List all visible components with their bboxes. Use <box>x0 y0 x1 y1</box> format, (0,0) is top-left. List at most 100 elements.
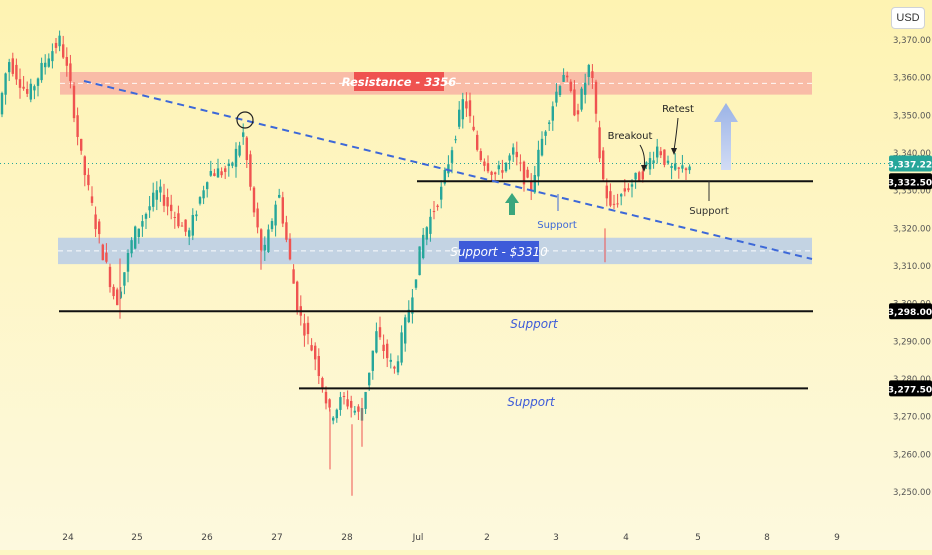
candle-body <box>540 138 544 156</box>
candle-body <box>522 161 526 185</box>
candle-body <box>551 106 554 121</box>
support-label-3332: Support <box>689 206 729 217</box>
y-tick-label: 3,250.00 <box>893 488 931 498</box>
candle-body <box>594 81 598 114</box>
candle-body <box>486 163 490 172</box>
candle-body <box>72 85 76 119</box>
candle-body <box>198 197 202 204</box>
candle-body <box>382 344 385 351</box>
candle-body <box>648 158 652 170</box>
candle-body <box>573 89 576 116</box>
candle-body <box>256 208 259 228</box>
y-tick-label: 3,340.00 <box>893 149 931 159</box>
candle-body <box>47 58 50 67</box>
support-zone-label: Support - $3310 <box>450 245 548 259</box>
candle-body <box>216 168 220 178</box>
candle-body <box>490 171 493 175</box>
candle-body <box>350 400 353 408</box>
candle-body <box>314 345 317 360</box>
candle-body <box>504 162 508 172</box>
candle-body <box>458 109 461 127</box>
candle-body <box>558 86 562 96</box>
candle-body <box>159 186 162 193</box>
candle-body <box>148 206 151 211</box>
candle-body <box>188 230 191 237</box>
candle-body <box>674 163 677 170</box>
candle-body <box>224 168 227 172</box>
candle-body <box>555 91 558 103</box>
price-tag-box <box>889 303 932 320</box>
x-tick-label: 4 <box>623 533 629 543</box>
candle-body <box>206 182 209 190</box>
candle-body <box>123 272 126 286</box>
candle-body <box>656 146 659 158</box>
candle-body <box>0 92 4 115</box>
price-tag-box <box>889 380 932 397</box>
candle-body <box>141 221 144 227</box>
candle-body <box>108 266 112 288</box>
x-tick-label: 24 <box>62 533 74 543</box>
candle-body <box>533 175 536 193</box>
candle-body <box>238 145 241 156</box>
candle-body <box>328 399 331 408</box>
candle-body <box>252 187 256 213</box>
candle-body <box>65 57 68 66</box>
support-zone-label-box <box>459 241 539 262</box>
candle-body <box>36 78 40 86</box>
candle-body <box>324 391 328 404</box>
breakout-pointer-head <box>641 165 647 172</box>
candle-body <box>285 222 288 240</box>
candle-body <box>44 62 47 68</box>
candle-body <box>213 173 216 177</box>
candle-body <box>180 225 184 227</box>
candle-body <box>119 291 122 298</box>
retest-pointer <box>673 117 679 151</box>
candle-body <box>94 214 97 230</box>
candle-body <box>562 74 565 82</box>
candle-body <box>126 253 130 272</box>
candle-body <box>54 42 58 48</box>
price-tag-box <box>889 173 932 190</box>
candle-body <box>501 170 504 173</box>
candle-body <box>76 115 79 137</box>
candle-body <box>443 169 446 184</box>
candle-body <box>440 186 443 200</box>
candle-body <box>346 399 349 407</box>
candle-body <box>134 226 137 249</box>
candle-body <box>620 194 623 197</box>
candle-body <box>144 213 148 219</box>
candle-body <box>4 73 7 95</box>
x-tick-label: 9 <box>834 533 840 543</box>
candle-body <box>569 81 572 91</box>
descending-trendline[interactable] <box>83 80 813 260</box>
resistance-label: Resistance - 3356 <box>342 75 457 89</box>
support-label-3298: Support <box>510 317 559 331</box>
y-tick-label: 3,350.00 <box>893 111 931 121</box>
candle-body <box>468 100 472 117</box>
price-tag-label: 3,298.00 <box>888 308 932 318</box>
candle-body <box>69 63 72 82</box>
price-tag-label: 3,332.50 <box>888 178 932 188</box>
candle-body <box>26 89 29 94</box>
candle-body <box>105 252 108 262</box>
candle-body <box>436 205 439 208</box>
candle-body <box>432 211 436 213</box>
y-tick-label: 3,330.00 <box>893 187 931 197</box>
resistance-label-box <box>354 72 444 91</box>
candle-body <box>677 167 680 169</box>
candle-body <box>378 327 382 338</box>
candle-body <box>51 51 54 62</box>
candle-body <box>591 71 594 78</box>
candle-body <box>306 322 310 335</box>
candle-body <box>292 269 295 284</box>
currency-button[interactable]: USD <box>891 7 925 29</box>
candle-body <box>375 331 378 353</box>
candle-body <box>90 196 94 203</box>
candle-body <box>18 79 22 88</box>
candle-body <box>303 323 306 336</box>
candle-body <box>15 64 18 80</box>
candle-body <box>62 44 65 58</box>
candle-body <box>494 172 497 175</box>
